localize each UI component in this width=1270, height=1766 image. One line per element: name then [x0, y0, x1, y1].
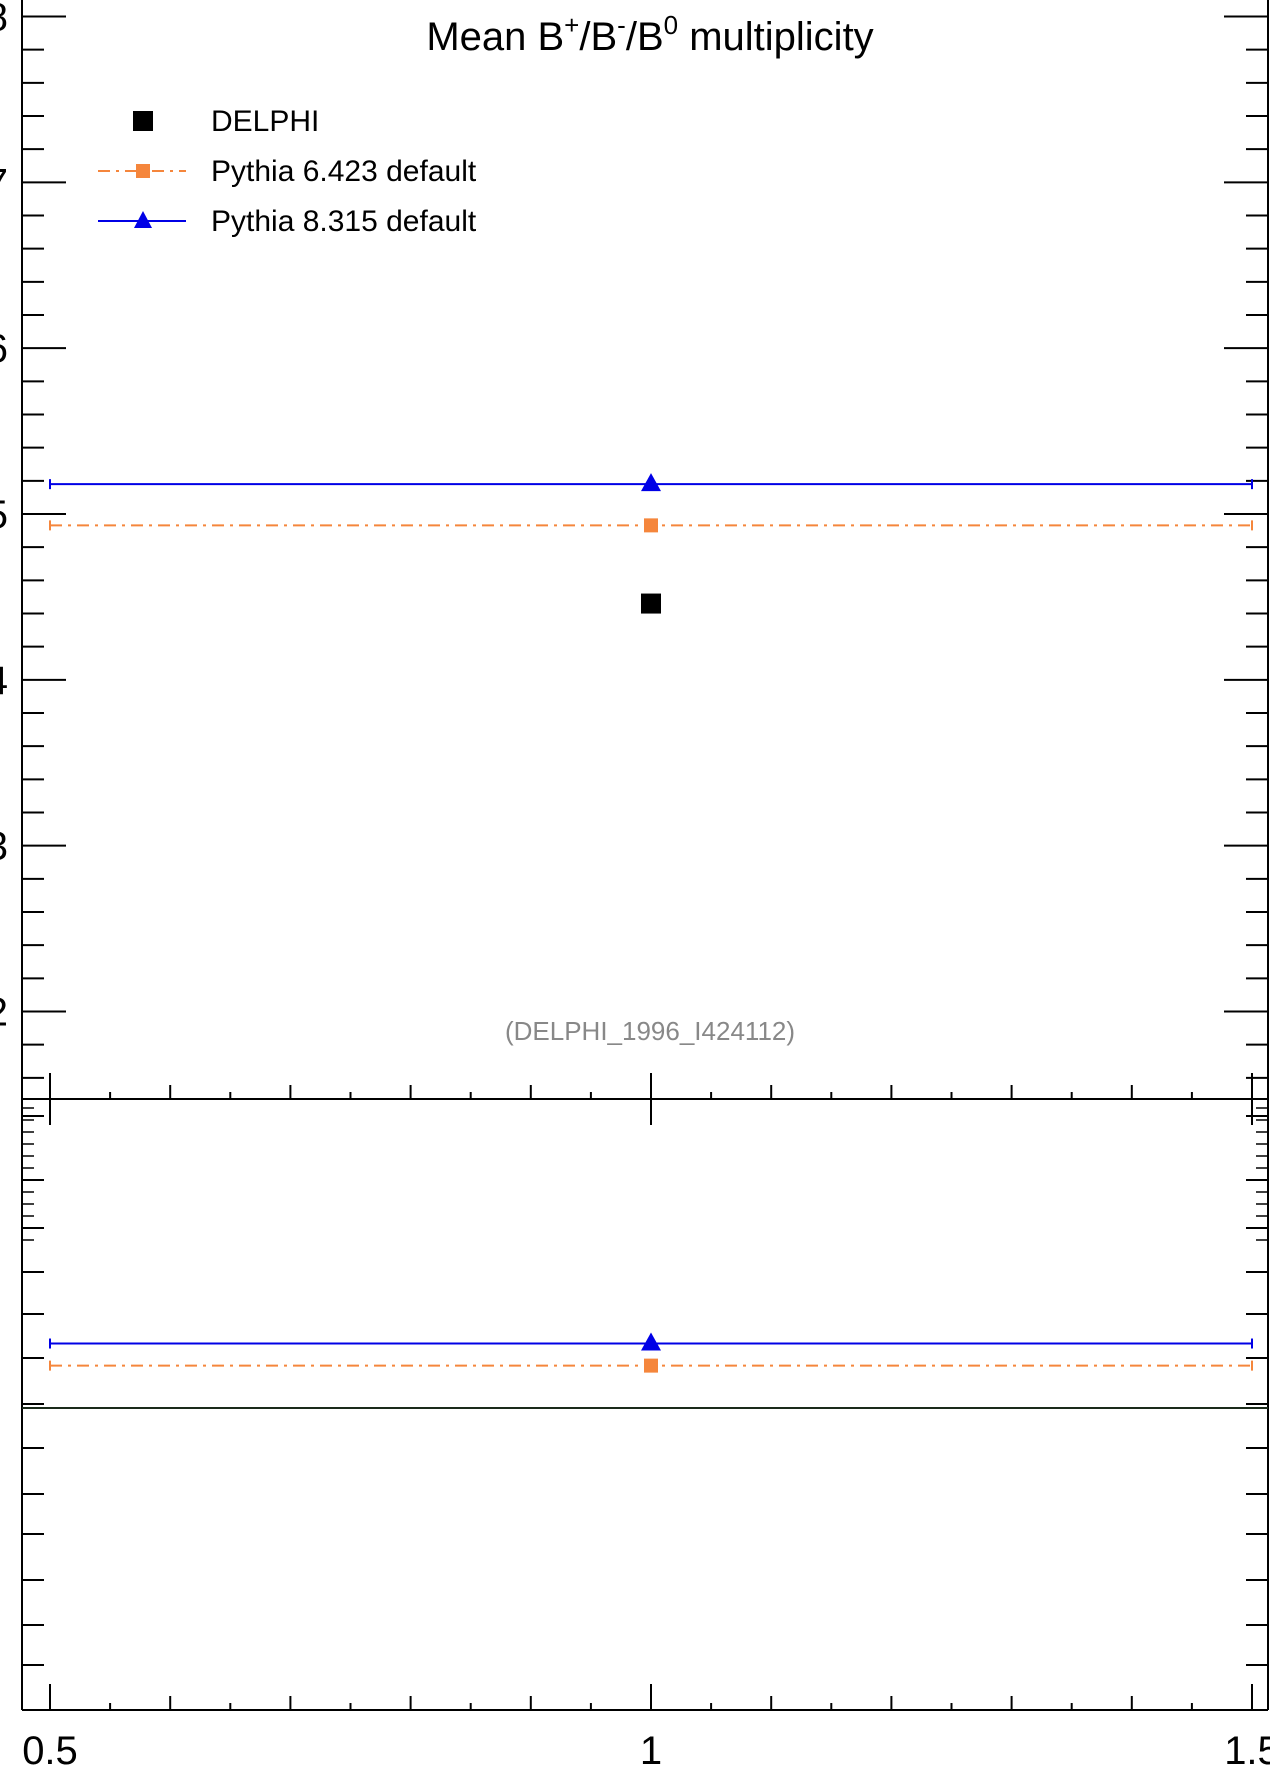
title-mid-2: /B [626, 15, 664, 59]
legend-label: DELPHI [211, 105, 319, 138]
x-axis-tick-labels: 0.5 1 1.5 [22, 1729, 1270, 1766]
lower-y-axis-ticks [22, 1107, 1268, 1666]
title-mid-1: /B [579, 15, 617, 59]
title-suffix: multiplicity [678, 15, 874, 59]
y-tick-label: 8 [0, 0, 8, 40]
data-point-square [641, 593, 661, 614]
ratio-plot-series [49, 1332, 1253, 1373]
mid-x-axis-ticks [49, 1073, 1253, 1125]
legend-marker-pythia8 [134, 211, 152, 228]
bottom-x-axis-ticks [49, 1684, 1253, 1710]
x-tick-label: 1.5 [1224, 1729, 1270, 1766]
legend-marker-delphi [133, 111, 153, 131]
y-tick-label: 3 [0, 825, 8, 869]
ratio-point-square [644, 1358, 658, 1373]
y-tick-label: 5 [0, 493, 8, 537]
legend: DELPHI Pythia 6.423 default Pythia 8.315 d… [98, 105, 477, 238]
title-sup-2: - [617, 10, 626, 40]
legend-label: Pythia 8.315 default [211, 205, 477, 238]
legend-label: Pythia 6.423 default [211, 155, 477, 188]
x-tick-label: 0.5 [22, 1729, 78, 1766]
x-tick-label: 1 [640, 1729, 662, 1766]
upper-y-axis-ticks [22, 15, 1268, 1079]
y-tick-label: 6 [0, 327, 8, 371]
y-tick-label: 7 [0, 161, 8, 205]
upper-y-axis-tick-labels: 8 7 6 5 4 3 2 [0, 0, 8, 1035]
title-prefix: Mean B [426, 15, 564, 59]
upper-frame [21, 0, 1269, 1099]
chart-title: Mean B+/B-/B0 multiplicity [426, 10, 873, 59]
lower-frame [21, 1099, 1269, 1711]
ratio-point-triangle [641, 1332, 661, 1351]
y-tick-label: 2 [0, 991, 8, 1035]
data-point-square [644, 518, 658, 533]
upper-plot-series [49, 473, 1253, 614]
y-tick-label: 4 [0, 659, 8, 703]
title-sup-1: + [564, 10, 579, 40]
title-sup-3: 0 [664, 10, 678, 40]
analysis-annotation: (DELPHI_1996_I424112) [505, 1016, 795, 1046]
legend-marker-pythia6 [136, 164, 150, 178]
data-point-triangle [641, 473, 661, 492]
